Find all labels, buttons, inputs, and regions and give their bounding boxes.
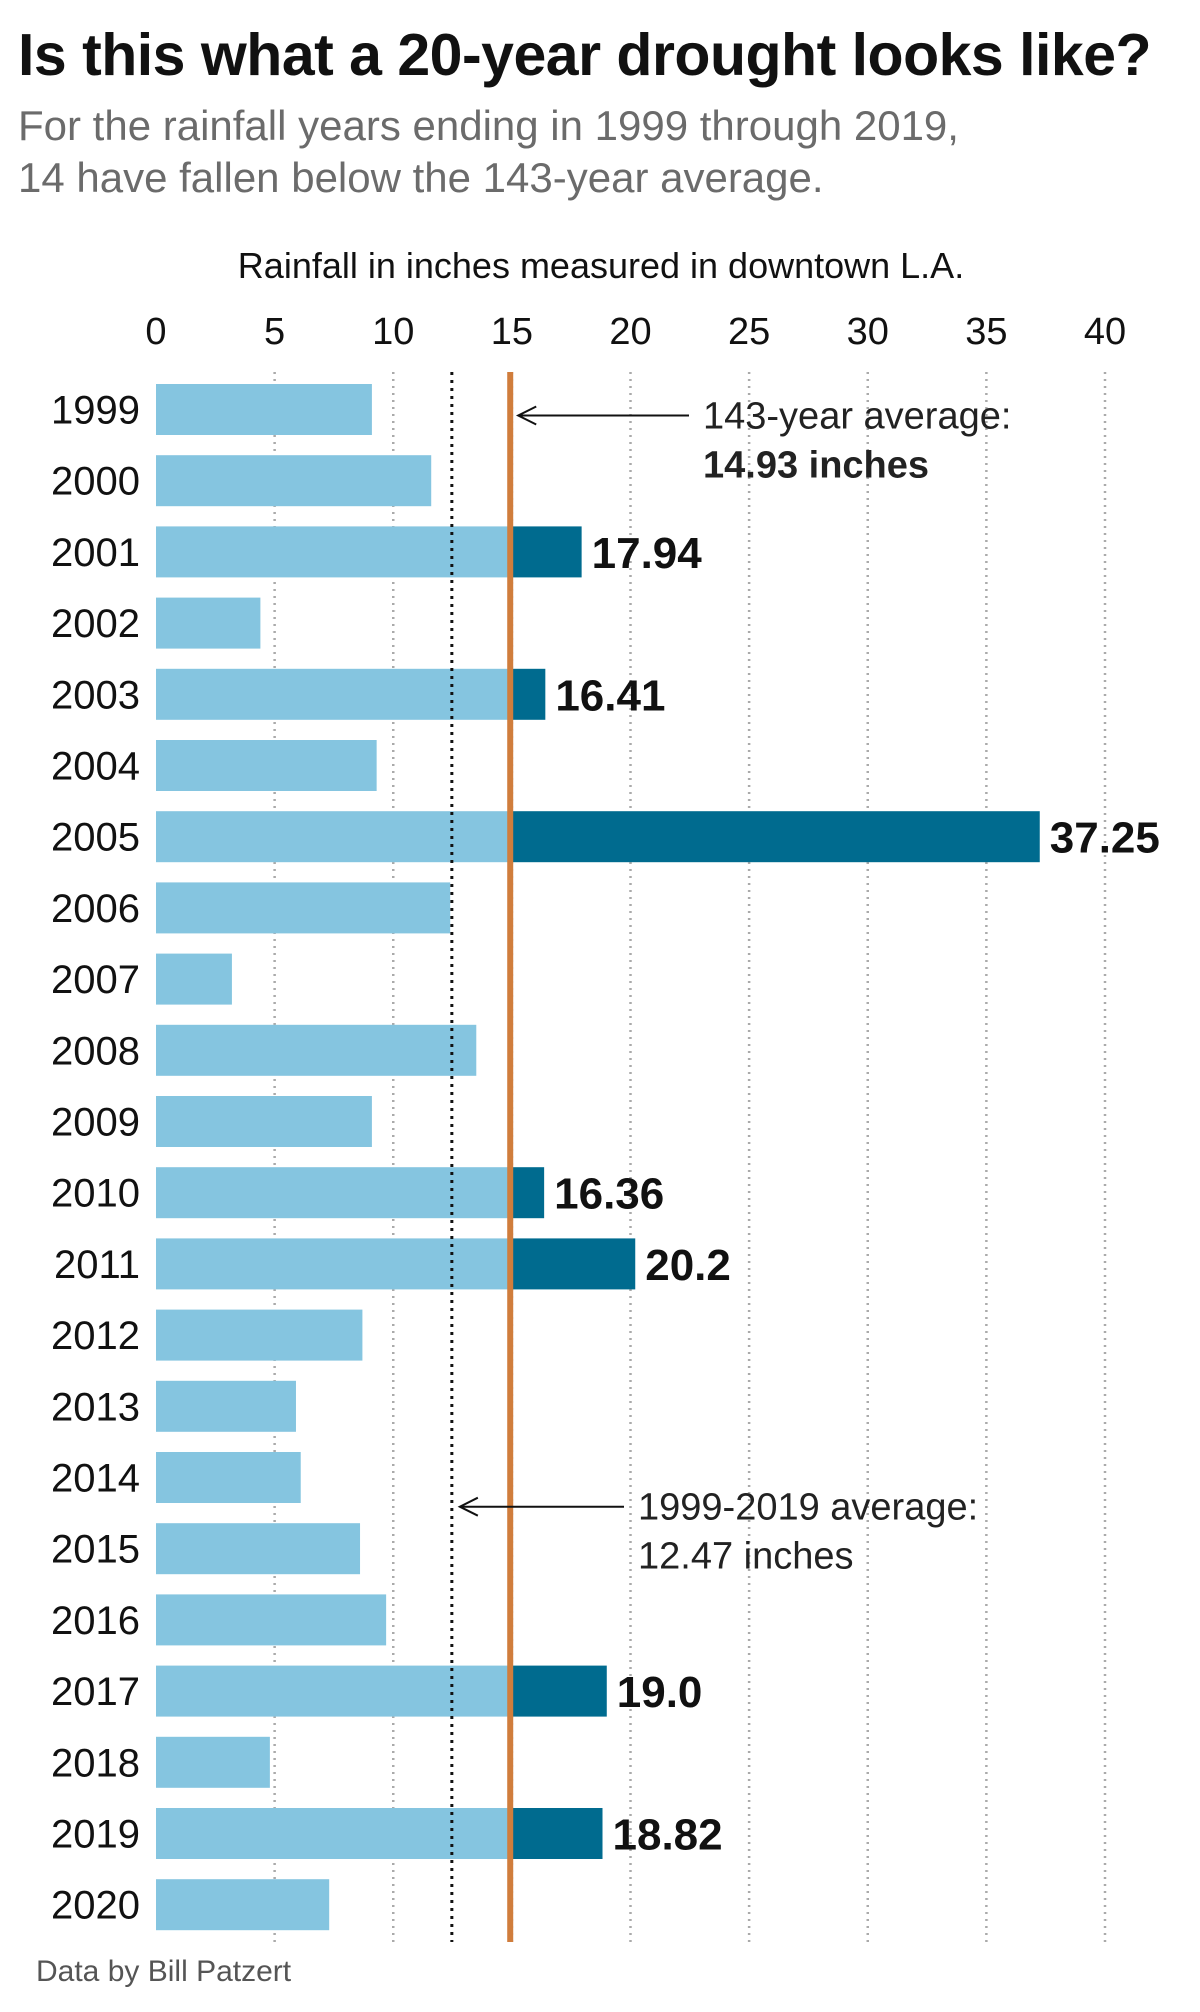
annotation-text-line-1: 1999-2019 average:: [638, 1487, 978, 1529]
x-axis-label: Rainfall in inches measured in downtown …: [238, 245, 964, 286]
source-note: Data by Bill Patzert: [36, 1955, 292, 1988]
x-tick-label: 15: [491, 311, 533, 353]
category-label-2012: 2012: [51, 1314, 140, 1358]
bar-2010: [156, 1167, 511, 1219]
x-axis-ticks: 0 5 10 15 20 25 30 35 40: [145, 311, 1126, 353]
bar-2019: [156, 1808, 511, 1859]
annotation-text-line-1: 143-year average:: [703, 396, 1011, 438]
category-label-2019: 2019: [51, 1813, 140, 1857]
bar-2002: [156, 597, 261, 649]
subtitle-line-1: For the rainfall years ending in 1999 th…: [18, 102, 959, 149]
category-label-2002: 2002: [51, 602, 140, 646]
x-tick-label: 40: [1084, 311, 1126, 353]
category-label-1999: 1999: [51, 389, 140, 433]
bar-2014: [156, 1452, 301, 1503]
chart-title: Is this what a 20-year drought looks lik…: [18, 22, 1152, 88]
category-label-2017: 2017: [51, 1670, 140, 1714]
bar-2009: [156, 1096, 372, 1147]
bar-2012: [156, 1309, 363, 1361]
annotation-arrow-head: [457, 1496, 479, 1517]
data-label-2017: 19.0: [617, 1668, 703, 1717]
annotations: 143-year average: 14.93 inches 1999-2019 a…: [457, 396, 1011, 1578]
bar-2003: [156, 668, 511, 720]
category-label-2006: 2006: [51, 887, 140, 931]
annotation-arrow-head: [515, 405, 537, 426]
subtitle-line-2: 14 have fallen below the 143-year averag…: [18, 154, 824, 201]
bar-above-average-2005: [510, 811, 1040, 863]
category-label-2020: 2020: [51, 1884, 140, 1928]
bar-above-average-2003: [510, 668, 546, 720]
bar-2016: [156, 1594, 387, 1646]
bar-2007: [156, 953, 232, 1005]
bar-2000: [156, 455, 432, 507]
annotation-text-line-2: 12.47 inches: [638, 1536, 854, 1578]
bar-1999: [156, 384, 372, 435]
x-tick-label: 0: [145, 311, 166, 353]
bar-above-average-2011: [510, 1238, 636, 1290]
bar-2006: [156, 882, 451, 934]
data-labels: 17.94 16.41 37.25 16.36 20.2 19.0 18.82: [554, 529, 1160, 1860]
bar-2018: [156, 1736, 270, 1788]
bar-above-average-2019: [510, 1808, 603, 1859]
bar-2008: [156, 1024, 477, 1076]
category-label-2001: 2001: [51, 531, 140, 575]
bar-2020: [156, 1879, 330, 1931]
category-label-2000: 2000: [51, 460, 140, 504]
x-tick-label: 30: [847, 311, 889, 353]
category-label-2018: 2018: [51, 1741, 140, 1785]
x-tick-label: 20: [609, 311, 651, 353]
data-label-2019: 18.82: [613, 1811, 723, 1860]
category-label-2007: 2007: [51, 958, 140, 1002]
bars: [156, 384, 1040, 1931]
bar-above-average-2017: [510, 1665, 607, 1717]
category-label-2009: 2009: [51, 1101, 140, 1145]
category-label-2013: 2013: [51, 1385, 140, 1429]
y-axis-categories: 1999 2000 2001 2002 2003 2004 2005 2006 2007 2008…: [51, 389, 140, 1928]
bar-above-average-2010: [510, 1167, 545, 1219]
x-tick-label: 5: [264, 311, 285, 353]
reference-lines: [450, 372, 514, 1942]
category-label-2003: 2003: [51, 673, 140, 717]
category-label-2010: 2010: [51, 1172, 140, 1216]
data-label-2010: 16.36: [554, 1170, 664, 1219]
bar-2004: [156, 740, 377, 791]
bar-2017: [156, 1665, 511, 1717]
annotation-text-line-2: 14.93 inches: [703, 445, 929, 487]
x-tick-label: 10: [372, 311, 414, 353]
bar-2015: [156, 1523, 361, 1575]
data-label-2011: 20.2: [645, 1241, 731, 1290]
category-label-2016: 2016: [51, 1599, 140, 1643]
bar-2011: [156, 1238, 511, 1290]
category-label-2004: 2004: [51, 745, 140, 789]
data-label-2003: 16.41: [555, 671, 665, 720]
category-label-2014: 2014: [51, 1457, 140, 1501]
category-label-2011: 2011: [54, 1243, 140, 1287]
category-label-2008: 2008: [51, 1029, 140, 1073]
chart-subtitle: For the rainfall years ending in 1999 th…: [18, 100, 1168, 204]
category-label-2005: 2005: [51, 816, 140, 860]
category-label-2015: 2015: [51, 1528, 140, 1572]
bar-2005: [156, 811, 511, 863]
x-tick-label: 35: [965, 311, 1007, 353]
data-label-2001: 17.94: [592, 529, 703, 578]
bar-2013: [156, 1380, 296, 1432]
data-label-2005: 37.25: [1050, 814, 1160, 863]
x-tick-label: 25: [728, 311, 770, 353]
bar-2001: [156, 526, 511, 578]
bar-above-average-2001: [510, 526, 582, 578]
